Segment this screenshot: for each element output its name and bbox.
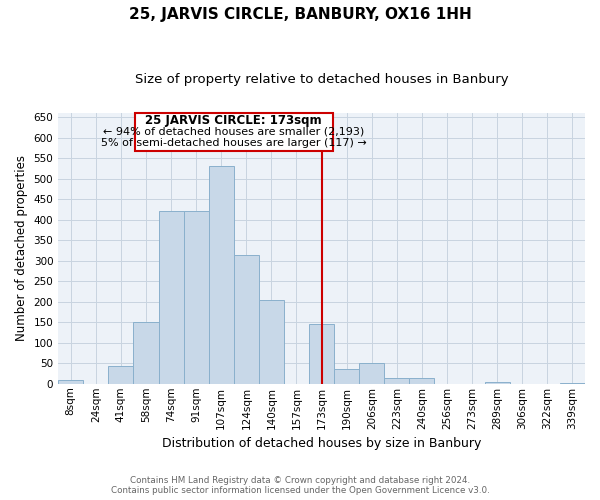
- Bar: [334, 370, 359, 384]
- Bar: [560, 382, 585, 384]
- Bar: [158, 212, 184, 384]
- Text: 25, JARVIS CIRCLE, BANBURY, OX16 1HH: 25, JARVIS CIRCLE, BANBURY, OX16 1HH: [128, 8, 472, 22]
- Bar: [409, 378, 434, 384]
- Bar: [385, 378, 409, 384]
- Bar: [359, 364, 385, 384]
- Title: Size of property relative to detached houses in Banbury: Size of property relative to detached ho…: [135, 72, 508, 86]
- FancyBboxPatch shape: [134, 113, 333, 151]
- Text: ← 94% of detached houses are smaller (2,193): ← 94% of detached houses are smaller (2,…: [103, 127, 364, 137]
- Bar: [209, 166, 234, 384]
- Bar: [234, 254, 259, 384]
- Text: Contains HM Land Registry data © Crown copyright and database right 2024.
Contai: Contains HM Land Registry data © Crown c…: [110, 476, 490, 495]
- Text: 25 JARVIS CIRCLE: 173sqm: 25 JARVIS CIRCLE: 173sqm: [145, 114, 322, 127]
- Bar: [485, 382, 510, 384]
- Text: 5% of semi-detached houses are larger (117) →: 5% of semi-detached houses are larger (1…: [101, 138, 367, 148]
- Bar: [133, 322, 158, 384]
- Bar: [109, 366, 133, 384]
- Bar: [184, 212, 209, 384]
- Y-axis label: Number of detached properties: Number of detached properties: [15, 156, 28, 342]
- Bar: [58, 380, 83, 384]
- Bar: [259, 300, 284, 384]
- Bar: [309, 324, 334, 384]
- X-axis label: Distribution of detached houses by size in Banbury: Distribution of detached houses by size …: [162, 437, 481, 450]
